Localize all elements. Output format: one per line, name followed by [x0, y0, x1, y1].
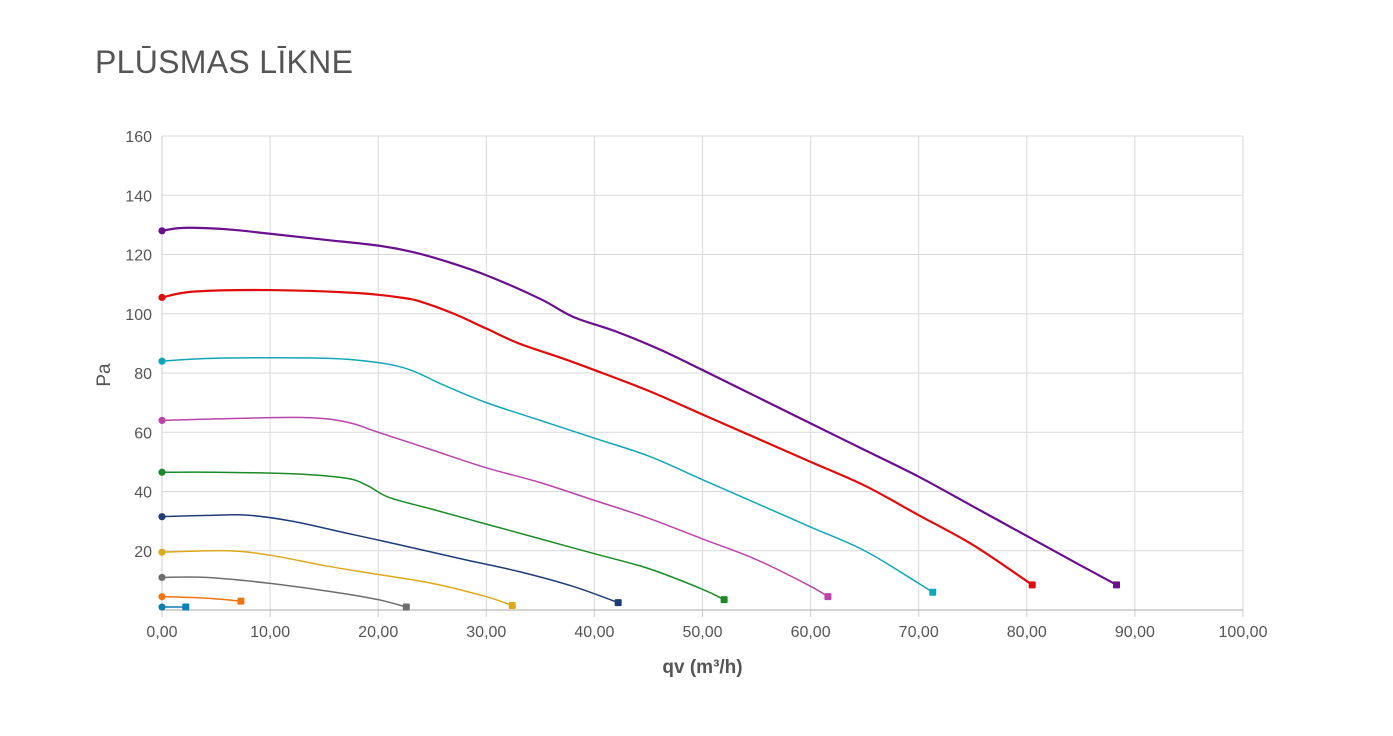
series-1: [158, 226, 1121, 589]
x-tick-label: 60,00: [791, 624, 831, 641]
y-tick-label: 40: [134, 485, 152, 502]
x-tick-label: 20,00: [358, 624, 398, 641]
series-start-point: [158, 603, 166, 611]
series-2: [158, 288, 1036, 589]
x-axis-label: qv (m³/h): [662, 657, 742, 678]
series-start-point: [158, 468, 166, 476]
y-tick-label: 120: [125, 248, 152, 265]
x-tick-label: 10,00: [250, 624, 290, 641]
series-start-point: [158, 513, 166, 521]
series-end-point: [237, 597, 245, 605]
series-6: [158, 513, 622, 607]
x-tick-label: 90,00: [1115, 624, 1155, 641]
tick-labels: 0,00 10,00 20,00 30,00 40,00 50,00 60,00 70,00 8…: [125, 129, 1267, 641]
series-start-point: [158, 416, 166, 424]
series-start-point: [158, 573, 166, 582]
series-line: [160, 226, 1118, 586]
series-start-point: [158, 227, 166, 235]
series-start-point: [158, 357, 166, 365]
series-line: [160, 288, 1034, 586]
y-tick-label: 20: [134, 544, 152, 561]
series-line: [161, 416, 829, 598]
series-line: [161, 356, 934, 593]
series-end-point: [402, 603, 410, 611]
series-end-point: [1113, 581, 1121, 589]
series-9: [158, 593, 245, 605]
x-tick-label: 40,00: [574, 624, 614, 641]
series-start-point: [158, 293, 166, 302]
x-tick-label: 0,00: [146, 624, 177, 641]
grid-lines: [162, 135, 1244, 610]
series-line: [161, 595, 242, 602]
series-line: [161, 576, 408, 608]
series-end-point: [824, 593, 832, 601]
y-tick-label: 80: [134, 366, 152, 383]
series-end-point: [508, 602, 516, 610]
series-10: [158, 603, 190, 611]
series-4: [158, 416, 832, 601]
series-end-point: [182, 603, 190, 611]
x-tick-label: 100,00: [1219, 624, 1268, 641]
series-line: [161, 471, 725, 601]
series-start-point: [158, 548, 166, 556]
series-5: [158, 468, 728, 604]
series-8: [158, 573, 410, 611]
series-end-point: [614, 599, 622, 607]
x-tick-label: 50,00: [682, 624, 722, 641]
x-tick-label: 30,00: [466, 624, 506, 641]
y-tick-label: 140: [125, 188, 152, 205]
series-end-point: [1028, 581, 1036, 589]
series-line: [161, 549, 513, 607]
x-tick-label: 70,00: [899, 624, 939, 641]
series-7: [158, 548, 516, 610]
chart-title: PLŪSMAS LĪKNE: [95, 44, 354, 80]
axes: [161, 136, 1244, 617]
series-end-point: [720, 596, 728, 604]
series-group: [158, 226, 1121, 611]
x-tick-label: 80,00: [1007, 624, 1047, 641]
y-tick-label: 100: [125, 307, 152, 324]
series-start-point: [158, 593, 166, 601]
y-axis-label: Pa: [94, 363, 115, 387]
series-end-point: [929, 588, 937, 596]
series-line: [161, 513, 619, 604]
y-tick-label: 160: [125, 129, 152, 146]
series-3: [158, 356, 937, 596]
y-tick-label: 60: [134, 425, 152, 442]
